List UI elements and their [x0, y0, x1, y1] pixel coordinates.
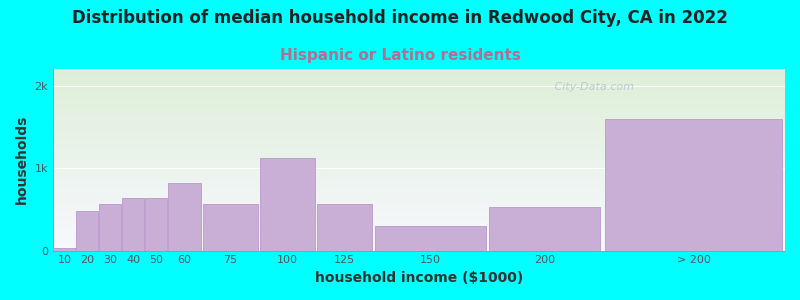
Bar	[260, 158, 315, 250]
Bar	[202, 204, 258, 250]
Bar	[168, 183, 202, 250]
X-axis label: household income ($1000): household income ($1000)	[315, 271, 523, 285]
Bar	[490, 207, 600, 250]
Bar	[76, 211, 98, 250]
Text: Distribution of median household income in Redwood City, CA in 2022: Distribution of median household income …	[72, 9, 728, 27]
Bar	[145, 198, 167, 250]
Y-axis label: households: households	[15, 115, 29, 205]
Bar	[605, 118, 782, 250]
Bar	[99, 204, 122, 250]
Bar	[54, 248, 75, 250]
Bar	[122, 198, 144, 250]
Bar	[317, 203, 373, 250]
Text: City-Data.com: City-Data.com	[550, 82, 634, 92]
Text: Hispanic or Latino residents: Hispanic or Latino residents	[279, 48, 521, 63]
Bar	[375, 226, 486, 250]
